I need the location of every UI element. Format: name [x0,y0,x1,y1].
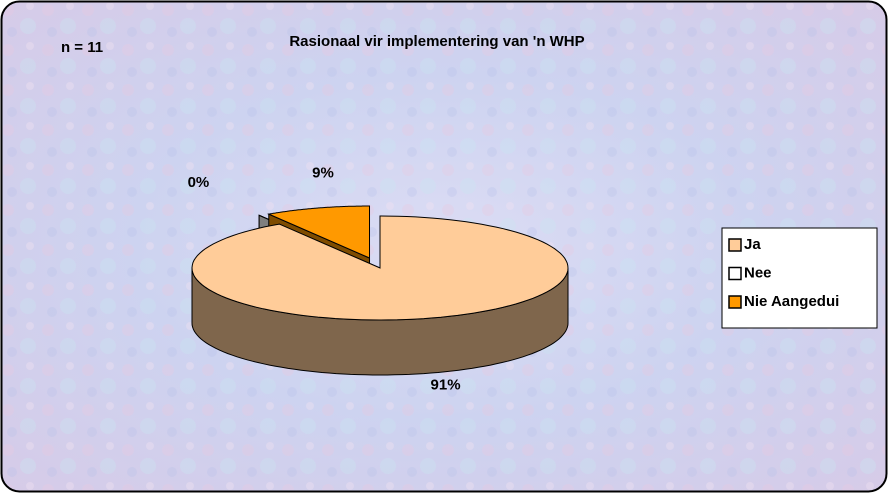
legend-box [721,227,878,329]
data-label: 91% [431,376,461,393]
legend-swatch [728,238,742,252]
legend-label: Nie Aangedui [744,293,839,310]
slice [191,215,569,321]
legend-swatch [728,295,742,309]
pie [191,205,569,376]
legend-swatch [728,266,742,281]
data-label: 9% [312,164,334,181]
data-label: 0% [188,174,210,191]
slice [266,205,371,259]
legend-label: Nee [744,264,772,281]
legend-label: Ja [744,236,761,253]
chart-title: Rasionaal vir implementering van 'n WHP [289,33,584,50]
annotation: n = 11 [61,39,103,56]
